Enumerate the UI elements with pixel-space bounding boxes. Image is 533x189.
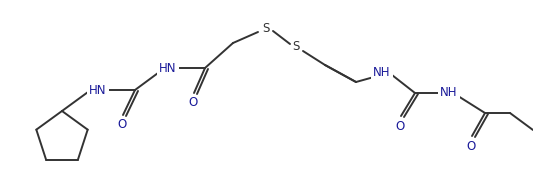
Text: NH: NH [440,87,458,99]
Text: NH: NH [373,66,391,78]
Text: S: S [292,40,300,53]
Text: O: O [466,139,475,153]
Text: HN: HN [159,61,177,74]
Text: O: O [188,97,198,109]
Text: O: O [117,119,127,132]
Text: HN: HN [89,84,107,97]
Text: S: S [262,22,270,35]
Text: O: O [395,119,405,132]
